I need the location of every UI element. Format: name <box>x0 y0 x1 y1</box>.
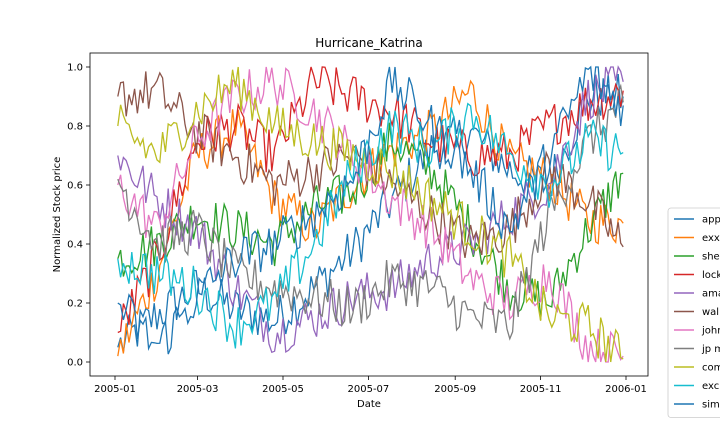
legend: app exx she lock ama wal john jp m com exc sim <box>667 207 720 418</box>
y-tick-label: 0.4 <box>67 240 83 251</box>
legend-label: sim <box>702 400 720 411</box>
chart-title: Hurricane_Katrina <box>315 36 423 50</box>
y-axis-title: Normalized Stock price <box>52 157 63 273</box>
series-line-9 <box>117 66 624 363</box>
x-tick-label: 2005-07 <box>348 384 390 395</box>
legend-label: wal <box>702 307 719 318</box>
y-tick-label: 0.6 <box>67 181 83 192</box>
series-line-8 <box>117 83 624 341</box>
series-line-6 <box>117 71 624 259</box>
series-line-10 <box>117 102 624 349</box>
x-tick-label: 2005-03 <box>177 384 219 395</box>
legend-label: john <box>701 326 720 337</box>
y-tick-label: 0.0 <box>67 358 83 369</box>
legend-label: lock <box>702 270 720 281</box>
legend-label: she <box>702 252 720 263</box>
series-line-7 <box>117 66 624 363</box>
legend-label: ama <box>702 289 720 300</box>
x-tick-label: 2006-01 <box>605 384 647 395</box>
legend-label: com <box>702 363 720 374</box>
legend-label: exx <box>702 233 720 244</box>
x-axis-title: Date <box>357 399 381 410</box>
x-tick-label: 2005-05 <box>262 384 304 395</box>
legend-label: exc <box>702 381 719 392</box>
series-line-11 <box>117 65 624 355</box>
legend-box <box>667 207 720 418</box>
x-tick-label: 2005-11 <box>520 384 562 395</box>
plot-frame <box>89 52 649 377</box>
x-axis: 2005-01 2005-03 2005-05 2005-07 2005-09 2005-… <box>94 376 647 395</box>
series-lines <box>117 65 624 363</box>
y-axis: 0.0 0.2 0.4 0.6 0.8 1.0 <box>67 63 90 369</box>
legend-label: app <box>702 215 720 226</box>
y-tick-label: 1.0 <box>67 63 83 74</box>
legend-label: jp m <box>701 344 720 355</box>
x-tick-label: 2005-01 <box>94 384 136 395</box>
series-line-4 <box>117 66 624 334</box>
x-tick-label: 2005-09 <box>434 384 476 395</box>
y-tick-label: 0.2 <box>67 299 83 310</box>
y-tick-label: 0.8 <box>67 122 83 133</box>
